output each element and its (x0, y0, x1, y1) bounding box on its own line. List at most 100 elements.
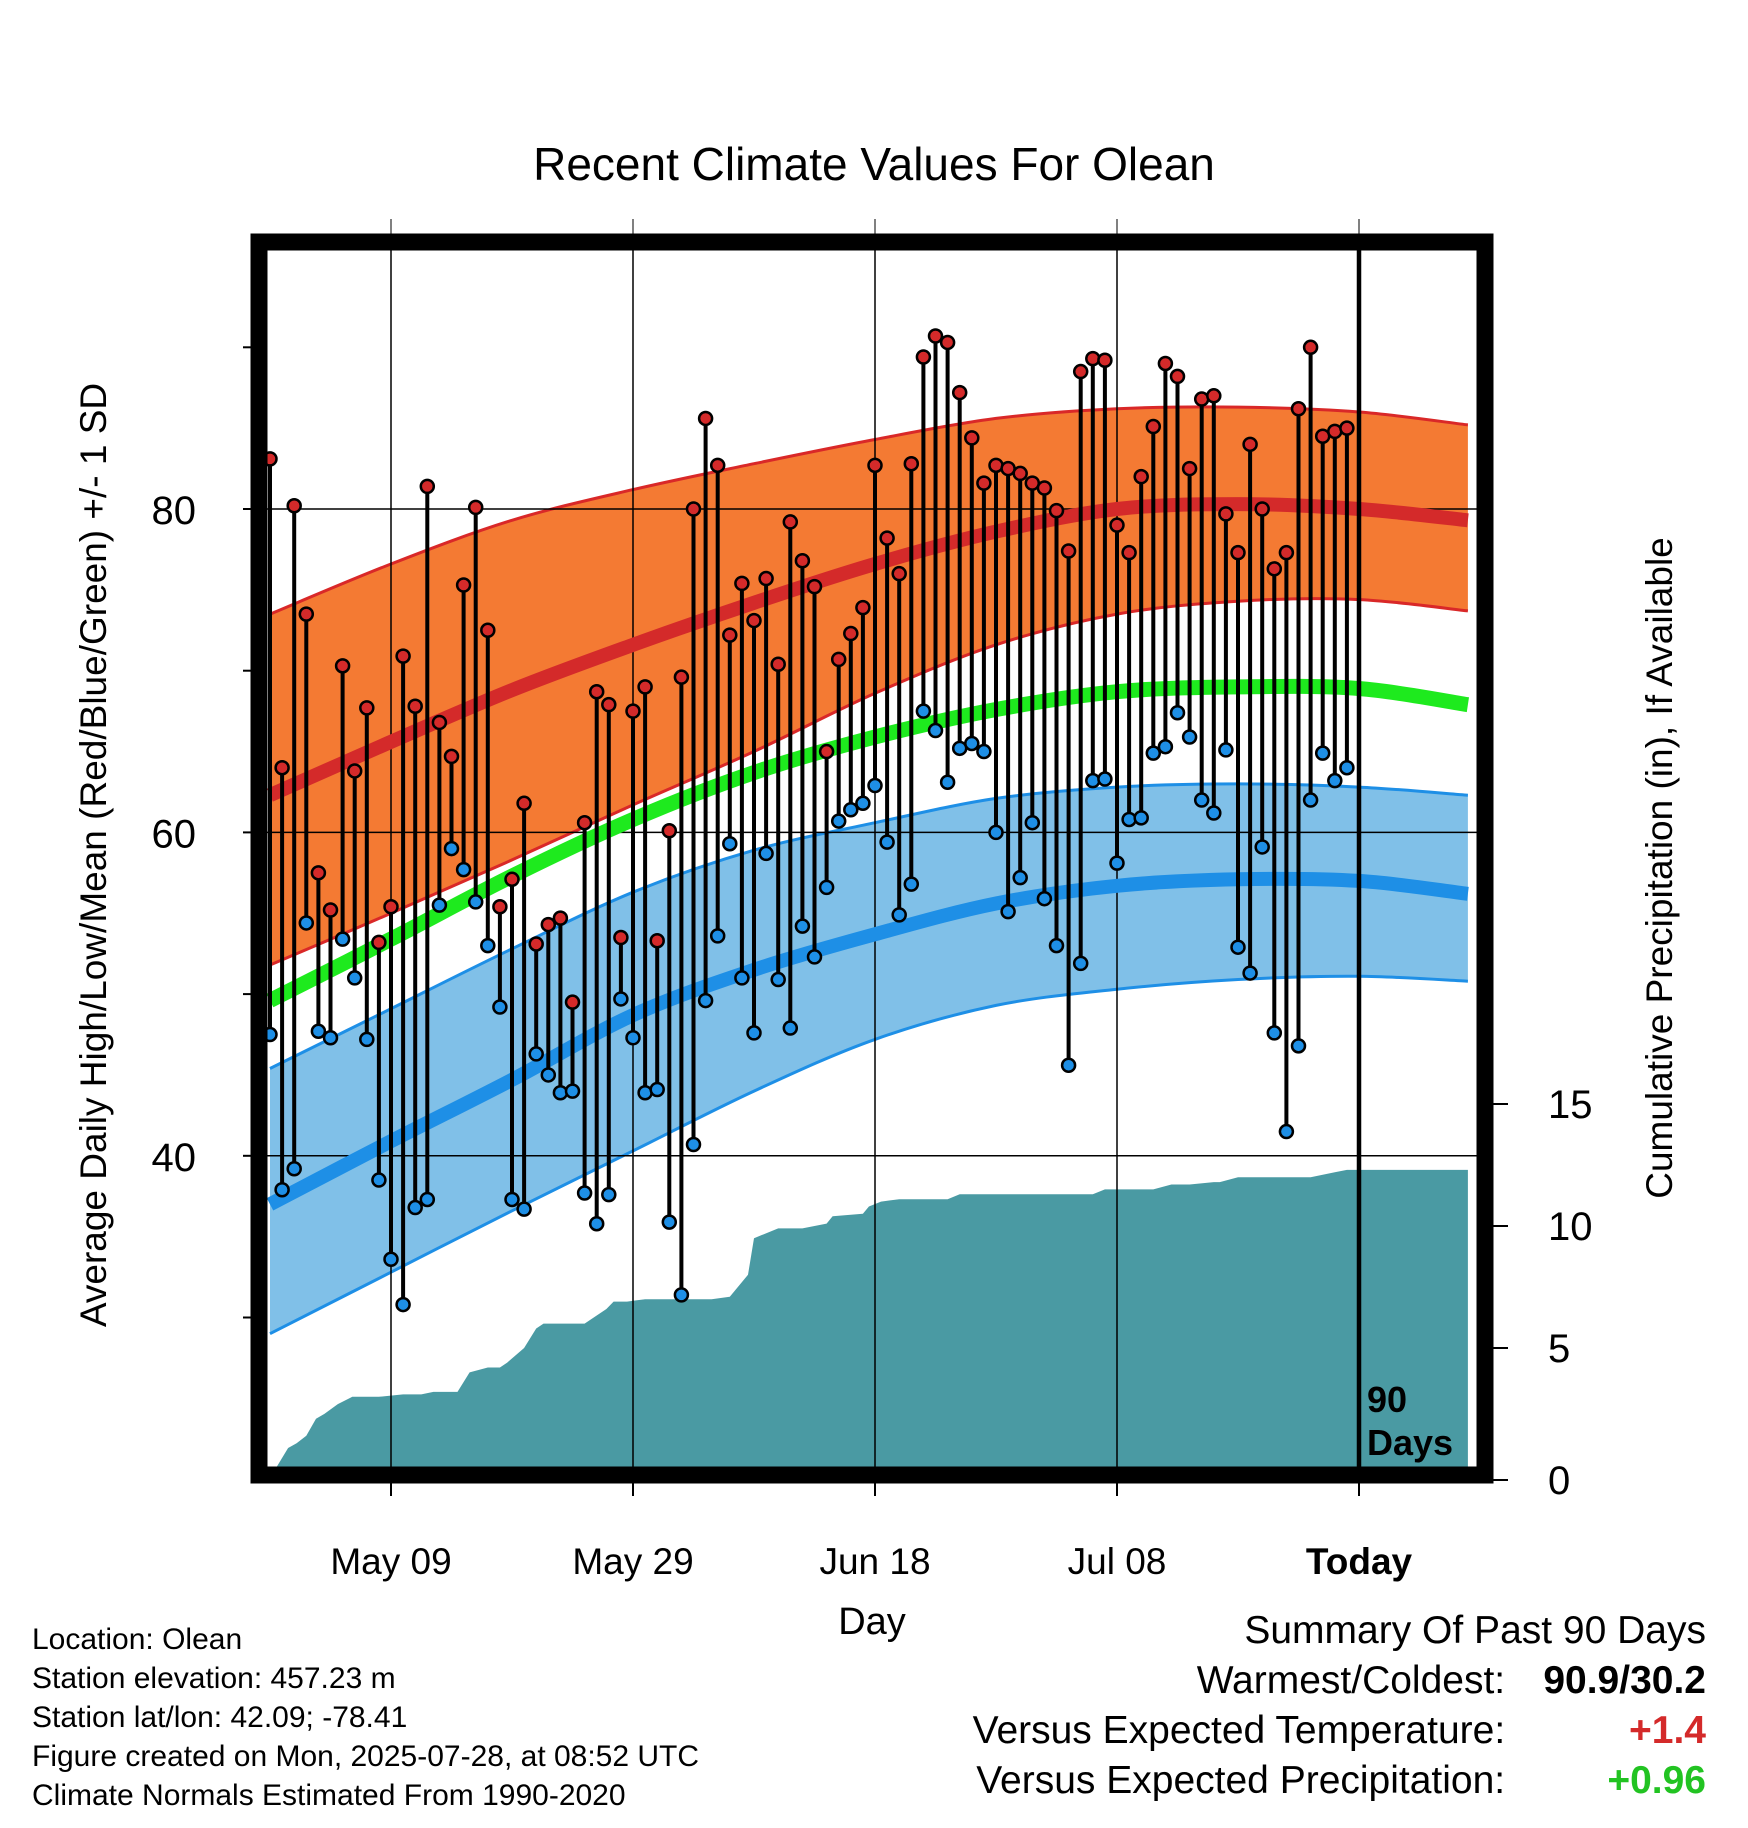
high-point (359, 700, 375, 716)
low-point (976, 743, 992, 760)
high-point (528, 936, 544, 952)
low-point (1157, 738, 1174, 755)
low-point (1109, 855, 1125, 871)
x-tick-label-1: May 29 (572, 1541, 693, 1582)
high-point (443, 748, 460, 765)
low-point (673, 1287, 690, 1303)
high-point (1278, 544, 1295, 561)
low-point (1314, 745, 1331, 761)
high-point (1290, 400, 1307, 417)
high-point (625, 703, 641, 719)
low-point (1242, 965, 1258, 981)
low-point (492, 999, 508, 1015)
low-point (818, 879, 835, 896)
high-point (855, 599, 871, 616)
high-point (1133, 468, 1149, 485)
high-point (419, 478, 436, 495)
high-point (576, 814, 593, 831)
low-point (964, 735, 980, 752)
chart-title: Recent Climate Values For Olean (533, 138, 1215, 190)
today-days-number: 90 (1367, 1379, 1407, 1420)
high-point (540, 916, 557, 933)
low-point (480, 937, 496, 954)
low-point (1206, 805, 1222, 821)
low-point (1060, 1057, 1077, 1073)
low-point (843, 802, 859, 818)
low-point (915, 703, 932, 719)
low-point (1327, 772, 1343, 789)
low-point (322, 1030, 339, 1046)
low-point (1072, 955, 1089, 972)
low-point (588, 1215, 605, 1232)
low-point (346, 970, 363, 986)
low-point (504, 1191, 520, 1208)
high-point (492, 899, 508, 915)
high-point (879, 530, 895, 546)
low-point (431, 897, 448, 913)
x-tick-label-3: Jul 08 (1068, 1541, 1167, 1582)
low-point (407, 1199, 423, 1216)
high-point (298, 606, 315, 622)
high-point (395, 648, 411, 664)
high-point (734, 575, 750, 592)
low-point (395, 1296, 411, 1313)
daily-range-stems (268, 335, 1349, 1305)
low-point (1036, 890, 1053, 907)
high-point (673, 669, 690, 685)
high-point (1218, 506, 1234, 522)
summary-warm-cold: Warmest/Coldest: 90.9/30.2 (973, 1656, 1706, 1706)
high-point (661, 823, 678, 839)
latlon-text: Station lat/lon: 42.09; -78.41 (32, 1701, 408, 1734)
low-point (1133, 810, 1149, 826)
high-point (964, 430, 980, 446)
high-point (1036, 480, 1053, 496)
axes: May 09 May 29 Jun 18 Jul 08 Today 40 60 80 0 5 10 1… (152, 219, 1593, 1582)
low-point (806, 949, 823, 965)
low-point (1097, 771, 1113, 787)
low-point (1000, 903, 1016, 920)
y2-tick-label-2: 10 (1548, 1205, 1593, 1249)
high-point (903, 455, 920, 472)
high-point (830, 651, 847, 668)
plot-frame (250, 233, 1494, 1484)
low-point (528, 1046, 544, 1062)
high-sd-band (270, 406, 1468, 965)
y2-tick-label-3: 15 (1548, 1083, 1593, 1127)
high-point (1206, 388, 1222, 404)
low-point (576, 1185, 593, 1201)
y2-tick-label-1: 5 (1548, 1327, 1570, 1371)
high-point (1254, 501, 1270, 517)
high-point (1060, 543, 1077, 559)
high-point (709, 457, 726, 474)
high-point (1230, 544, 1246, 561)
low-point (455, 861, 472, 878)
high-point (1109, 517, 1125, 533)
low-point (1290, 1038, 1307, 1054)
high-point (818, 743, 835, 760)
y-tick-label-1: 60 (152, 812, 197, 856)
y-axis-label: Average Daily High/Low/Mean (Red/Blue/Gr… (73, 383, 114, 1327)
low-point (782, 1020, 799, 1036)
low-point (540, 1067, 557, 1083)
x-tick-label-4: Today (1306, 1541, 1413, 1582)
normal-low-line (266, 871, 1469, 1211)
low-point (516, 1201, 532, 1217)
low-point (855, 795, 871, 812)
low-point (734, 970, 750, 986)
low-point (1302, 792, 1319, 808)
summary-precip: Versus Expected Precipitation: +0.96 (973, 1756, 1706, 1806)
high-point (915, 349, 932, 365)
summary-panel: Summary Of Past 90 Days Warmest/Coldest:… (973, 1606, 1706, 1806)
low-point (1048, 937, 1065, 954)
low-point (467, 894, 484, 910)
low-point (1145, 745, 1162, 761)
low-point (830, 813, 847, 829)
high-point (867, 457, 883, 474)
precip-area (274, 1169, 1468, 1470)
daily-points (262, 328, 1355, 1313)
high-point (274, 759, 290, 776)
high-point (564, 994, 581, 1010)
high-point (758, 570, 774, 587)
high-point (722, 627, 738, 643)
low-point (722, 835, 738, 852)
